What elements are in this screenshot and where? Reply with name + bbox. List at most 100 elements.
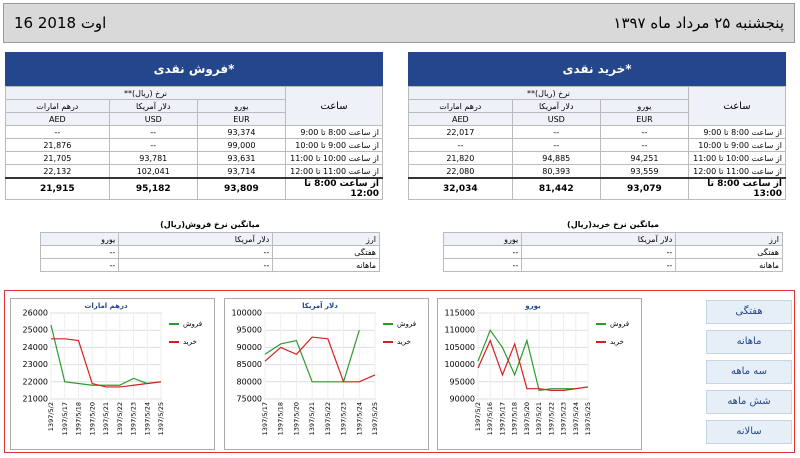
avg-header: ارز xyxy=(675,232,783,246)
rate-cell: 93,079 xyxy=(599,177,690,200)
legend-label: خرید xyxy=(397,338,411,346)
time-cell: از ساعت 8:00 تا 12:00 xyxy=(285,177,383,200)
rate-cell: 21,705 xyxy=(5,151,110,165)
period-button[interactable]: هفتگی xyxy=(706,300,792,324)
rate-cell: 93,809 xyxy=(196,177,287,200)
time-cell: از ساعت 8:00 تا 9:00 xyxy=(285,125,383,139)
avg-header: یورو xyxy=(442,232,523,246)
period-button[interactable]: شش ماهه xyxy=(706,390,792,414)
currency-code: AED xyxy=(408,112,513,126)
x-tick-label: 1397/5/23 xyxy=(560,402,568,435)
y-tick-label: 115000 xyxy=(444,309,475,318)
x-tick-label: 1397/5/25 xyxy=(371,402,379,435)
x-tick-label: 1397/5/24 xyxy=(355,402,363,435)
series-line xyxy=(264,336,376,383)
x-tick-label: 1397/5/2 xyxy=(47,402,55,431)
avg-table: ارز دلار آمریکا یورو هفتگی -- -- ماهانه -- -- xyxy=(39,232,380,272)
x-tick-label: 1397/5/21 xyxy=(102,402,110,435)
legend-label: فروش xyxy=(610,320,629,328)
date-en: 16 اوت 2018 xyxy=(14,14,107,32)
avg-cell: ماهانه xyxy=(675,258,783,272)
chart: یورو 90000 95000 100000 105000 110000 115000 13… xyxy=(437,298,642,450)
x-tick-label: 1397/5/20 xyxy=(523,402,531,435)
time-cell: از ساعت 8:00 تا 9:00 xyxy=(688,125,786,139)
rate-cell: -- xyxy=(599,125,690,139)
y-tick-label: 24000 xyxy=(23,343,48,352)
time-header: ساعت xyxy=(285,86,383,126)
header-row: ساعت نرخ (ریال)** xyxy=(5,86,383,126)
rate-cell: 22,132 xyxy=(5,164,110,179)
currency-code: AED xyxy=(5,112,110,126)
rate-cell: -- xyxy=(511,138,601,152)
avg-cell: -- xyxy=(442,245,523,259)
currency-name: یورو xyxy=(599,99,690,113)
avg-header: ارز xyxy=(272,232,380,246)
time-cell: از ساعت 10:00 تا 11:00 xyxy=(688,151,786,165)
buy-box: خرید نقدی* ساعت نرخ (ریال)** یورو دلار آمریک… xyxy=(408,52,786,200)
currency-name: دلار آمریکا xyxy=(511,99,601,113)
legend-label: فروش xyxy=(397,320,416,328)
x-tick-label: 1397/5/22 xyxy=(116,402,124,435)
currency-code: USD xyxy=(511,112,601,126)
avg-cell: -- xyxy=(118,245,274,259)
period-button[interactable]: سالانه xyxy=(706,420,792,444)
x-tick-label: 1397/5/23 xyxy=(340,402,348,435)
rate-cell: 80,393 xyxy=(511,164,601,179)
y-tick-label: 95000 xyxy=(237,326,262,335)
rate-row: از ساعت 8:00 تا 12:00 93,809 95,182 21,915 xyxy=(5,177,383,200)
avg-row: هفتگی -- -- xyxy=(39,245,380,259)
avg-title: میانگین نرخ خرید(ریال) xyxy=(567,220,659,229)
avg-header: دلار آمریکا xyxy=(118,232,274,246)
x-tick-label: 1397/5/22 xyxy=(547,402,555,435)
currency-name: دلار آمریکا xyxy=(108,99,198,113)
rate-row: از ساعت 11:00 تا 12:00 93,559 80,393 22,080 xyxy=(408,164,786,179)
time-header: ساعت xyxy=(688,86,786,126)
rate-cell: -- xyxy=(108,125,198,139)
rate-cell: 22,017 xyxy=(408,125,513,139)
period-button[interactable]: سه ماهه xyxy=(706,360,792,384)
rate-cell: 93,631 xyxy=(196,151,287,165)
series-line xyxy=(50,324,162,386)
rate-cell: 93,714 xyxy=(196,164,287,179)
x-tick-label: 1397/5/24 xyxy=(572,402,580,435)
legend-label: خرید xyxy=(610,338,624,346)
legend-label: فروش xyxy=(183,320,202,328)
time-cell: از ساعت 9:00 تا 10:00 xyxy=(688,138,786,152)
x-tick-label: 1397/5/2 xyxy=(474,402,482,431)
time-cell: از ساعت 11:00 تا 12:00 xyxy=(688,164,786,179)
currency-name: درهم امارات xyxy=(5,99,110,113)
chart-panel xyxy=(4,290,795,453)
time-cell: از ساعت 11:00 تا 12:00 xyxy=(285,164,383,179)
currency-code: USD xyxy=(108,112,198,126)
y-tick-label: 25000 xyxy=(23,326,48,335)
x-tick-label: 1397/5/24 xyxy=(143,402,151,435)
period-button[interactable]: ماهانه xyxy=(706,330,792,354)
time-cell: از ساعت 10:00 تا 11:00 xyxy=(285,151,383,165)
rate-cell: 93,374 xyxy=(196,125,287,139)
avg-row: ماهانه -- -- xyxy=(39,258,380,272)
y-tick-label: 110000 xyxy=(444,326,475,335)
table-title: فروش نقدی* xyxy=(5,52,383,86)
rate-table: ساعت نرخ (ریال)** یورو دلار آمریکا درهم امار… xyxy=(5,86,383,200)
rate-cell: 21,876 xyxy=(5,138,110,152)
y-tick-label: 100000 xyxy=(231,309,262,318)
y-tick-label: 90000 xyxy=(450,395,475,404)
y-tick-label: 80000 xyxy=(237,377,262,386)
avg-header: دلار آمریکا xyxy=(521,232,677,246)
rate-cell: 21,820 xyxy=(408,151,513,165)
rate-cell: 81,442 xyxy=(511,177,601,200)
y-tick-label: 95000 xyxy=(450,377,475,386)
x-tick-label: 1397/5/17 xyxy=(261,402,269,435)
chart-title: دلار آمریکا xyxy=(302,301,338,310)
y-tick-label: 85000 xyxy=(237,360,262,369)
x-tick-label: 1397/5/18 xyxy=(75,402,83,435)
currency-name: یورو xyxy=(196,99,287,113)
time-cell: از ساعت 8:00 تا 13:00 xyxy=(688,177,786,200)
rate-row: از ساعت 8:00 تا 13:00 93,079 81,442 32,034 xyxy=(408,177,786,200)
rate-cell: 21,915 xyxy=(5,177,110,200)
currency-code: EUR xyxy=(599,112,690,126)
rate-cell: -- xyxy=(5,125,110,139)
chart-title: درهم امارات xyxy=(84,302,128,310)
avg-cell: هفتگی xyxy=(272,245,380,259)
x-tick-label: 1397/5/17 xyxy=(61,402,69,435)
